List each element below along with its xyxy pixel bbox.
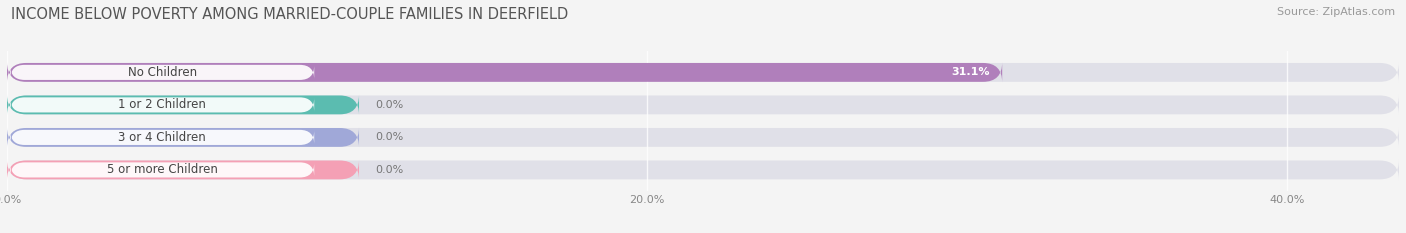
FancyBboxPatch shape — [7, 62, 1002, 82]
FancyBboxPatch shape — [7, 62, 1399, 82]
Text: 0.0%: 0.0% — [375, 132, 404, 142]
FancyBboxPatch shape — [7, 160, 1399, 180]
Text: INCOME BELOW POVERTY AMONG MARRIED-COUPLE FAMILIES IN DEERFIELD: INCOME BELOW POVERTY AMONG MARRIED-COUPL… — [11, 7, 568, 22]
FancyBboxPatch shape — [7, 127, 359, 147]
FancyBboxPatch shape — [10, 65, 314, 80]
FancyBboxPatch shape — [10, 97, 314, 113]
Text: No Children: No Children — [128, 66, 197, 79]
Text: 1 or 2 Children: 1 or 2 Children — [118, 98, 207, 111]
Text: 0.0%: 0.0% — [375, 165, 404, 175]
FancyBboxPatch shape — [10, 162, 314, 178]
Text: 0.0%: 0.0% — [375, 100, 404, 110]
FancyBboxPatch shape — [7, 160, 359, 180]
Text: 3 or 4 Children: 3 or 4 Children — [118, 131, 207, 144]
Text: 31.1%: 31.1% — [950, 67, 990, 77]
Text: 5 or more Children: 5 or more Children — [107, 163, 218, 176]
FancyBboxPatch shape — [10, 130, 314, 145]
FancyBboxPatch shape — [7, 95, 1399, 115]
FancyBboxPatch shape — [7, 127, 1399, 147]
Text: Source: ZipAtlas.com: Source: ZipAtlas.com — [1277, 7, 1395, 17]
FancyBboxPatch shape — [7, 95, 359, 115]
